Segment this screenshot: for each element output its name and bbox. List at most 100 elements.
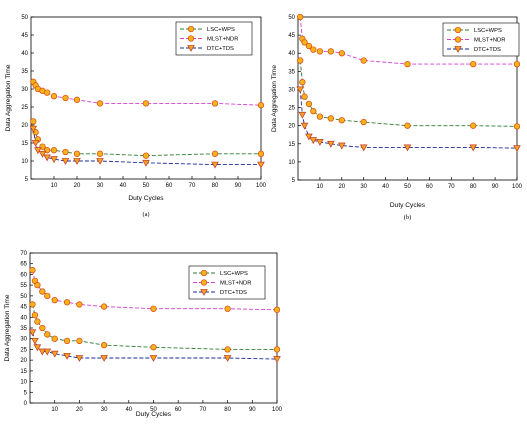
data-point (75, 355, 84, 362)
data-point (30, 118, 37, 125)
x-tick-label: 30 (101, 407, 108, 413)
data-point (469, 144, 477, 152)
x-tick-label: 10 (317, 184, 324, 190)
data-point (142, 152, 150, 159)
legend-swatch-marker (187, 25, 195, 33)
y-tick-label: 10 (20, 380, 27, 386)
data-point (224, 305, 231, 312)
x-tick-label: 30 (360, 184, 367, 190)
y-tick-label: 20 (288, 124, 295, 130)
data-point (29, 266, 36, 274)
legend-label: DTC+TDS (207, 46, 234, 52)
data-point (305, 133, 313, 141)
x-tick-label: 10 (51, 183, 58, 189)
data-point (305, 42, 313, 50)
series-line (32, 121, 261, 157)
y-tick-label: 40 (288, 51, 295, 57)
legend-label: LSC+WPS (474, 28, 502, 34)
legend-swatch-marker (200, 289, 208, 296)
y-tick-label: 25 (20, 347, 27, 353)
data-point (150, 344, 157, 351)
data-point (33, 344, 42, 352)
x-tick-label: 40 (382, 184, 389, 190)
y-tick-label: 25 (21, 105, 28, 111)
data-point (96, 100, 104, 107)
data-point (142, 159, 150, 167)
data-point (39, 324, 46, 332)
data-point (273, 356, 281, 363)
data-point (470, 60, 477, 68)
x-tick-label: 80 (470, 184, 477, 190)
data-point (29, 301, 36, 308)
data-point (273, 346, 281, 353)
y-tick-label: 40 (20, 315, 27, 321)
data-point (359, 144, 368, 152)
data-point (211, 100, 219, 107)
x-tick-label: 90 (235, 183, 242, 189)
data-point (51, 335, 58, 342)
series-mlst-ndr (29, 266, 281, 313)
series-dtc-tds (28, 329, 281, 363)
y-tick-label: 20 (20, 358, 27, 364)
x-tick-label: 10 (51, 407, 58, 413)
data-point (63, 299, 71, 306)
data-point (404, 122, 411, 129)
data-point (470, 122, 477, 129)
legend-swatch-marker (454, 36, 462, 43)
legend-swatch-marker (454, 46, 462, 53)
series-mlst-ndr (297, 13, 521, 68)
data-point (257, 150, 265, 157)
y-tick-label: 45 (288, 33, 295, 39)
y-tick-label: 10 (21, 159, 28, 165)
y-axis-label: Data Aggregation Time (4, 294, 11, 361)
data-point (100, 303, 108, 310)
data-point (43, 154, 51, 162)
data-point (100, 355, 108, 362)
series-line (299, 60, 518, 127)
data-point (513, 123, 521, 130)
x-tick-label: 100 (256, 183, 267, 189)
data-point (96, 158, 104, 165)
y-tick-label: 20 (21, 123, 28, 129)
data-point (28, 329, 37, 337)
data-point (51, 296, 58, 304)
data-point (50, 156, 58, 164)
x-tick-label: 40 (125, 407, 132, 413)
series-lsc-wps (29, 301, 281, 353)
legend-swatch-marker (187, 45, 195, 52)
data-point (43, 89, 51, 96)
chart-b: 5 10 15 20 25 30 35 40 45 50 10 20 30 40 50 60 70 80 90 100… (271, 13, 523, 221)
y-tick-label: 50 (21, 15, 28, 21)
x-axis-label: Duty Cycles (390, 202, 426, 209)
y-axis-label: Data Aggregation Time (5, 64, 12, 131)
y-tick-label: 35 (20, 326, 27, 332)
data-point (299, 79, 306, 86)
data-point (211, 161, 219, 169)
data-point (296, 86, 304, 94)
x-tick-label: 80 (212, 183, 219, 189)
data-point (513, 60, 521, 68)
data-point (301, 93, 308, 100)
data-point (360, 57, 367, 64)
data-point (44, 292, 51, 300)
data-point (73, 96, 81, 103)
x-tick-label: 100 (512, 184, 523, 190)
x-axis-label: Duty Cycles (128, 195, 164, 202)
legend-swatch-marker (454, 26, 462, 34)
x-tick-label: 20 (76, 407, 83, 413)
data-point (39, 288, 46, 295)
data-point (224, 346, 231, 353)
data-point (257, 102, 265, 109)
data-point (273, 306, 281, 313)
x-tick-label: 60 (426, 184, 433, 190)
legend: LSC+WPS MLST+NDR DTC+TDS (175, 21, 253, 56)
data-point (297, 57, 304, 64)
x-tick-label: 50 (150, 407, 157, 413)
y-tick-label: 60 (20, 272, 27, 278)
y-tick-label: 70 (20, 251, 27, 257)
legend-swatch-marker (200, 279, 208, 286)
data-point (316, 48, 324, 55)
data-point (298, 111, 307, 119)
x-tick-label: 100 (272, 407, 283, 413)
